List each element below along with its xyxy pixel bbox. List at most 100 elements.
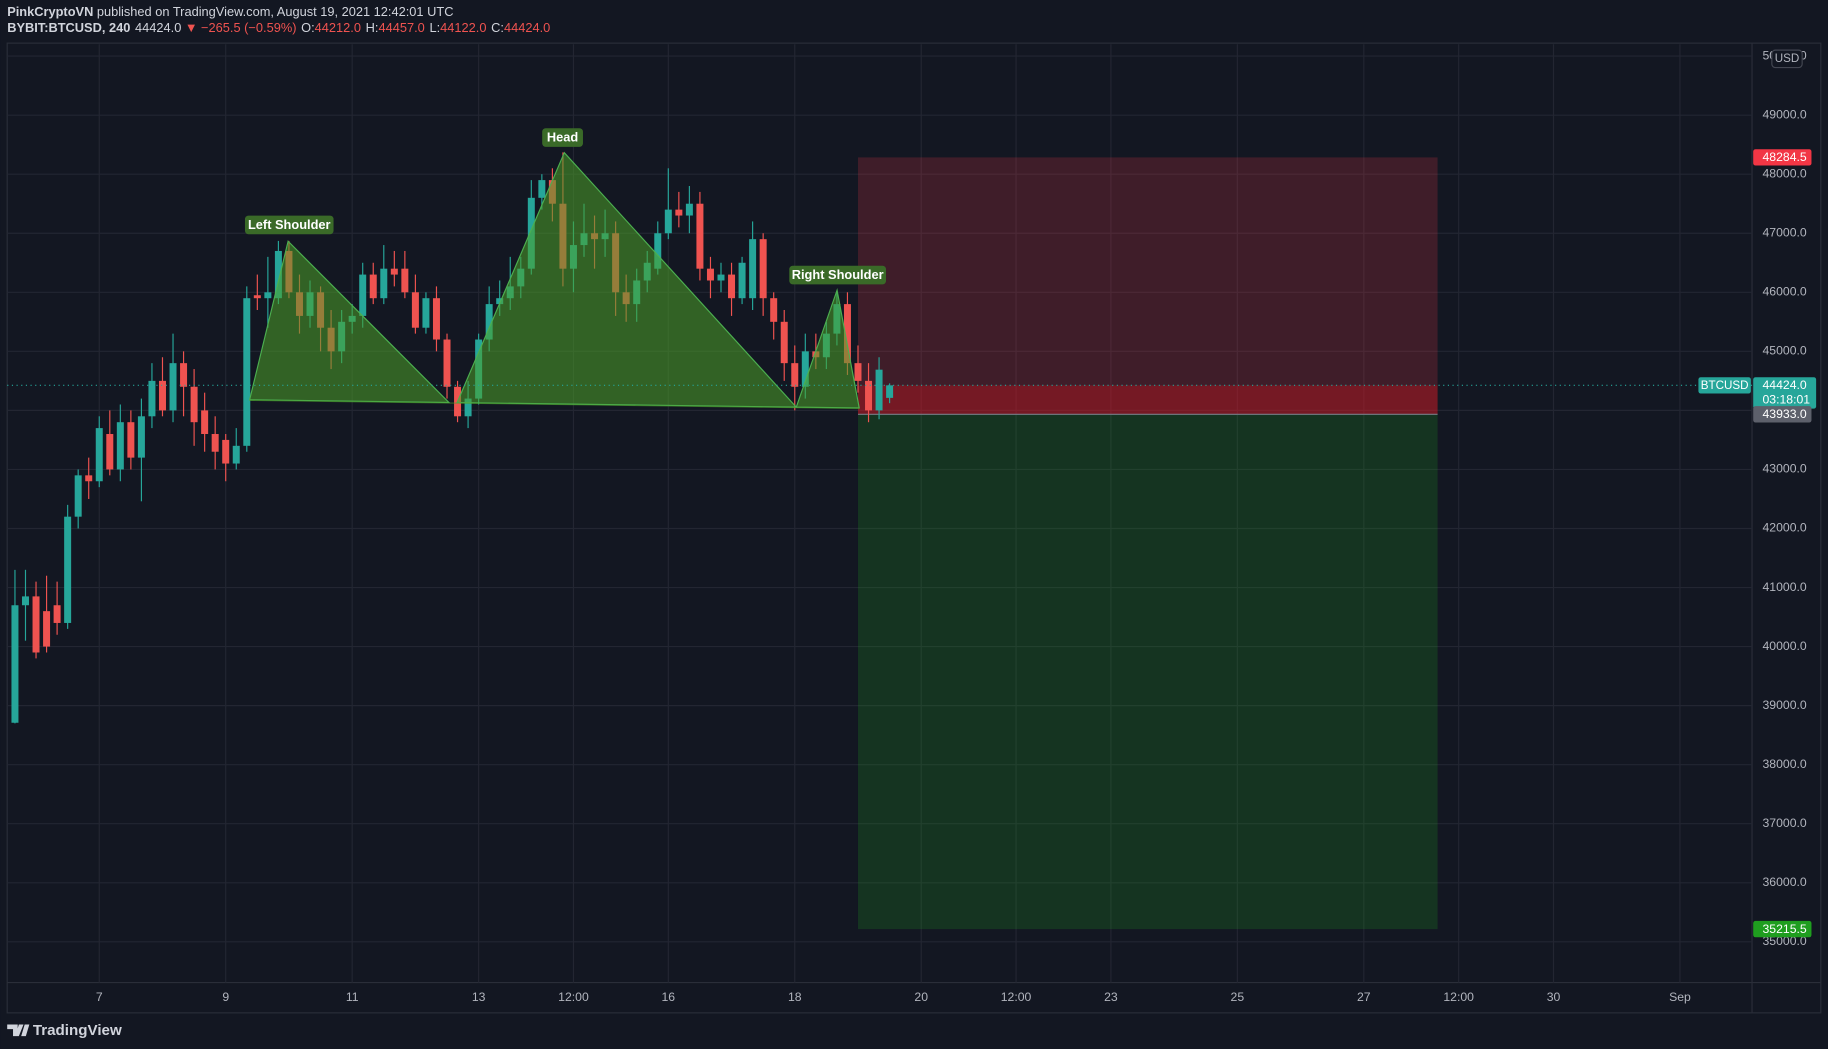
candle-body	[369, 274, 377, 299]
candle-body	[717, 274, 725, 281]
legend-line: BYBIT:BTCUSD, 240 44424.0 ▼ −265.5 (−0.59%)…	[7, 21, 550, 36]
open-loss-zone	[857, 385, 1438, 415]
ohlc-value: 44122.0	[440, 21, 486, 36]
last-price-badge	[1753, 377, 1817, 409]
position-tool	[857, 157, 1438, 930]
x-tick-label: 12:00	[1443, 990, 1474, 1004]
target-label: 35215.5	[1763, 922, 1807, 936]
candle-body	[222, 439, 230, 464]
candle-body	[791, 363, 799, 387]
candle-body	[32, 596, 40, 653]
candle-body	[211, 434, 219, 452]
candle-body	[64, 516, 72, 623]
y-tick-label: 45000.0	[1763, 344, 1807, 358]
x-tick-label: 20	[914, 990, 928, 1004]
author: PinkCryptoVN	[7, 4, 93, 19]
x-tick-label: 18	[788, 990, 802, 1004]
last-price-label: 44424.0	[1763, 378, 1807, 392]
label-bg	[542, 128, 583, 147]
x-tick-label: 16	[662, 990, 676, 1004]
ohlc-key: C:	[491, 21, 504, 36]
candle-body	[485, 304, 493, 340]
candle-body	[201, 410, 209, 435]
x-tick-label: 9	[222, 990, 229, 1004]
candle-body	[696, 203, 704, 269]
candle-body	[464, 398, 472, 417]
candle-body	[116, 422, 124, 470]
y-tick-label: 46000.0	[1763, 285, 1807, 299]
brand: TradingView	[7, 1022, 122, 1039]
stop-zone	[857, 157, 1438, 415]
candle-body	[780, 321, 788, 364]
y-tick-label: 47000.0	[1763, 225, 1807, 239]
y-tick-label: 39000.0	[1763, 698, 1807, 712]
ohlc-value: 44212.0	[315, 21, 361, 36]
stop-badge	[1753, 149, 1812, 166]
neckline	[249, 399, 860, 410]
y-tick-label: 37000.0	[1763, 816, 1807, 830]
candle-body	[158, 380, 166, 411]
stop-label: 48284.5	[1763, 150, 1807, 164]
candle-body	[770, 298, 778, 322]
change: −265.5 (−0.59%)	[201, 21, 296, 36]
candle-body	[749, 239, 757, 299]
candle-body	[253, 295, 261, 299]
x-tick-label: 12:00	[558, 990, 589, 1004]
candle-body	[264, 292, 272, 299]
brand-icon	[7, 1024, 30, 1037]
x-tick-label: 27	[1357, 990, 1371, 1004]
pattern-label: Head	[547, 130, 578, 145]
y-tick-label: 41000.0	[1763, 580, 1807, 594]
candle-body	[148, 380, 156, 417]
x-tick-label: 7	[96, 990, 103, 1004]
candle-body	[706, 268, 714, 281]
candle-body	[190, 386, 198, 423]
ohlc-key: L:	[429, 21, 440, 36]
candle-body	[43, 611, 51, 647]
currency-badge	[1771, 49, 1803, 69]
candle-body	[95, 428, 103, 482]
candle-body	[854, 363, 862, 381]
candle-body	[180, 363, 188, 387]
candle-body	[875, 369, 883, 411]
target-badge	[1753, 920, 1812, 938]
x-tick-label: 12:00	[1001, 990, 1032, 1004]
candle-body	[738, 262, 746, 299]
header-line: PinkCryptoVN published on TradingView.com…	[7, 4, 453, 19]
candle-body	[274, 250, 282, 299]
y-tick-label: 48000.0	[1763, 166, 1807, 180]
ohlc-key: O:	[301, 21, 315, 36]
symbol-badge-text: BTCUSD	[1701, 379, 1749, 392]
countdown: 03:18:01	[1763, 393, 1811, 407]
label-bg	[789, 265, 887, 285]
candle-body	[432, 298, 440, 340]
candle-body	[654, 233, 662, 269]
published: published on TradingView.com, August 19,…	[97, 4, 454, 19]
candle-body	[127, 422, 135, 458]
candle-body	[801, 351, 809, 387]
candle-body	[538, 180, 546, 198]
candle-body	[865, 380, 873, 411]
ohlc-value: 44457.0	[378, 21, 424, 36]
candle-body	[232, 445, 240, 464]
candle-body	[843, 304, 851, 364]
candle-body	[728, 274, 736, 299]
candle-body	[422, 298, 430, 328]
y-tick-label: 35000.0	[1763, 934, 1807, 948]
x-tick-label: 30	[1547, 990, 1561, 1004]
overlays: BTCUSD 44424.003:18:01 48284.5 43933.0 35215…	[7, 149, 1817, 938]
candle-body	[759, 239, 767, 299]
x-tick-label: Sep	[1669, 990, 1691, 1004]
x-tick-label: 23	[1104, 990, 1118, 1004]
candle-body	[380, 268, 388, 299]
candle-body	[685, 203, 693, 216]
x-tick-label: 11	[346, 990, 359, 1004]
candle-body	[21, 596, 29, 606]
y-tick-label: 36000.0	[1763, 875, 1807, 889]
candle-body	[74, 475, 82, 517]
grid: 35000.0 36000.0 37000.0 38000.0 39000.0 40000…	[7, 44, 1807, 1004]
candle-body	[85, 475, 93, 482]
